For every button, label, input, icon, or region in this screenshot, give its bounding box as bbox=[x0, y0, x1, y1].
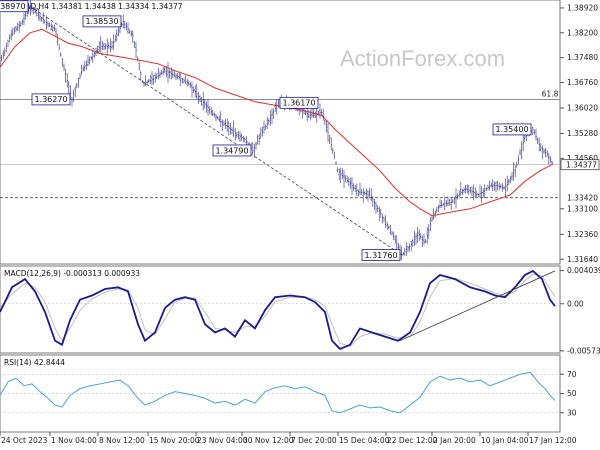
macd-panel-frame bbox=[0, 265, 561, 354]
macd-tick-label: 0.004039 bbox=[567, 266, 600, 275]
price-axis: 1.38920 1.38200 1.37480 1.36760 1.36020 1.352… bbox=[560, 4, 600, 264]
rsi-panel: RSI(14) 42.8444 70 50 30 bbox=[0, 354, 577, 433]
time-tick-label: 24 Oct 2023 bbox=[1, 436, 48, 445]
price-trendline bbox=[29, 5, 403, 256]
macd-panel: MACD(12,26,9) -0.000313 0.000933 0.00403… bbox=[0, 265, 600, 355]
price-tick-label: 1.34560 bbox=[567, 154, 598, 163]
price-panel-frame bbox=[0, 0, 561, 265]
rsi-axis: 70 50 30 bbox=[0, 370, 577, 417]
time-tick-label: 2 Jan 20:00 bbox=[433, 436, 476, 445]
price-tick-label: 1.36760 bbox=[567, 78, 598, 87]
rsi-series bbox=[0, 371, 556, 414]
swing-label-box bbox=[492, 123, 532, 136]
macd-signal-line bbox=[0, 273, 556, 347]
time-axis: 24 Oct 2023 1 Nov 04:00 8 Nov 12:00 15 Nov … bbox=[0, 432, 577, 445]
swing-label-text: 1.36170 bbox=[282, 99, 315, 108]
last-price-box bbox=[560, 159, 600, 171]
swing-label-text: 1.38970 bbox=[0, 2, 26, 11]
swing-label-text: 1.38530 bbox=[85, 17, 118, 26]
swing-label-text: 1.36270 bbox=[34, 95, 67, 104]
price-tick-label: 1.37480 bbox=[567, 53, 598, 62]
rsi-tick-label: 70 bbox=[567, 370, 577, 379]
time-tick-label: 10 Jan 04:00 bbox=[481, 436, 529, 445]
time-tick-label: 22 Dec 12:00 bbox=[387, 436, 438, 445]
time-tick-label: 8 Nov 12:00 bbox=[99, 436, 145, 445]
swing-label-text: 1.31760 bbox=[364, 251, 397, 260]
rsi-header: RSI(14) 42.8444 bbox=[4, 358, 65, 367]
swing-label-box bbox=[0, 0, 29, 13]
macd-axis: 0.004039 0.00 -0.005737 bbox=[0, 266, 600, 355]
swing-label-text: 1.35400 bbox=[495, 125, 528, 134]
macd-tick-label: 0.00 bbox=[567, 299, 584, 308]
rsi-tick-label: 30 bbox=[567, 408, 577, 417]
swing-label-box bbox=[31, 93, 71, 106]
rsi-line bbox=[0, 371, 556, 414]
support-price-label: 1.33420 bbox=[567, 193, 598, 202]
time-tick-label: 23 Nov 04:00 bbox=[197, 436, 248, 445]
price-tick-label: 1.38920 bbox=[567, 4, 598, 13]
time-tick-label: 15 Dec 04:00 bbox=[339, 436, 390, 445]
price-labels: 1.38970 1.38530 1.36270 1.36170 1.34790 1.354… bbox=[0, 0, 532, 261]
swing-label-box bbox=[361, 249, 401, 261]
macd-trendline bbox=[399, 270, 556, 342]
macd-series bbox=[0, 269, 556, 350]
price-tick-label: 1.32360 bbox=[567, 230, 598, 239]
swing-label-box bbox=[212, 144, 252, 157]
time-tick-label: 1 Nov 04:00 bbox=[51, 436, 97, 445]
swing-label-text: 1.34790 bbox=[215, 146, 248, 155]
price-panel: USDCAD,H4 1.34381 1.34438 1.34334 1.3437… bbox=[0, 0, 600, 265]
price-header: USDCAD,H4 1.34381 1.34438 1.34334 1.3437… bbox=[4, 2, 183, 11]
time-tick-label: 7 Dec 20:00 bbox=[291, 436, 337, 445]
price-tick-label: 1.33100 bbox=[567, 204, 598, 213]
price-tick-label: 1.38200 bbox=[567, 28, 598, 37]
watermark: ActionForex.com bbox=[340, 46, 505, 71]
price-tick-label: 1.36020 bbox=[567, 104, 598, 113]
macd-header: MACD(12,26,9) -0.000313 0.000933 bbox=[4, 269, 140, 278]
rsi-tick-label: 50 bbox=[567, 389, 577, 398]
fib-618-label: 61.8 bbox=[542, 89, 559, 98]
price-tick-label: 1.31640 bbox=[567, 255, 598, 264]
time-tick-label: 15 Nov 20:00 bbox=[149, 436, 200, 445]
macd-line bbox=[0, 269, 556, 350]
time-tick-label: 30 Nov 12:00 bbox=[243, 436, 294, 445]
swing-label-box bbox=[82, 15, 122, 28]
time-tick-label: 17 Jan 12:00 bbox=[529, 436, 577, 445]
swing-label-box bbox=[279, 96, 319, 109]
price-tick-label: 1.35280 bbox=[567, 129, 598, 138]
macd-tick-label: -0.005737 bbox=[567, 346, 600, 355]
last-price-label: 1.34377 bbox=[566, 160, 597, 169]
